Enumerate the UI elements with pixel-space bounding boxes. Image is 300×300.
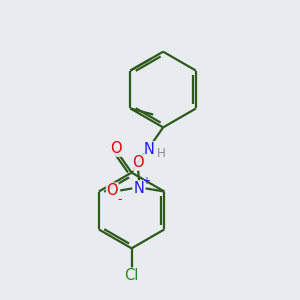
Text: +: + [142, 176, 151, 186]
Text: O: O [106, 183, 118, 198]
Text: O: O [110, 141, 122, 156]
Text: N: N [134, 181, 145, 196]
Text: Cl: Cl [124, 268, 139, 283]
Text: O: O [132, 155, 144, 170]
Text: H: H [157, 147, 165, 160]
Text: N: N [144, 142, 155, 157]
Text: -: - [117, 193, 122, 206]
